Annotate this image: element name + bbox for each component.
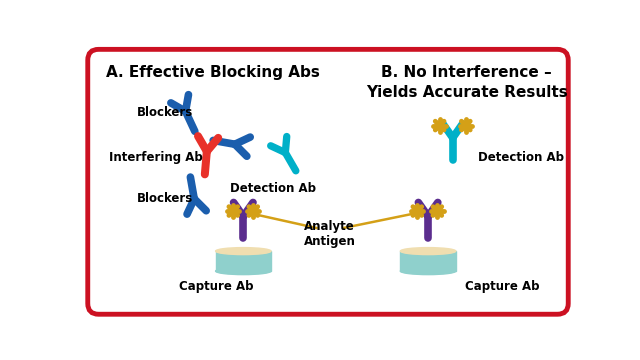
Ellipse shape xyxy=(401,267,456,275)
Text: Detection Ab: Detection Ab xyxy=(230,182,316,195)
Ellipse shape xyxy=(401,248,456,255)
Text: B. No Interference –
Yields Accurate Results: B. No Interference – Yields Accurate Res… xyxy=(365,65,568,100)
Ellipse shape xyxy=(216,267,271,275)
Text: Capture Ab: Capture Ab xyxy=(179,280,253,293)
Polygon shape xyxy=(401,251,456,271)
FancyBboxPatch shape xyxy=(88,49,568,314)
Polygon shape xyxy=(216,251,271,271)
Ellipse shape xyxy=(216,248,271,255)
Text: Blockers: Blockers xyxy=(137,106,193,119)
Text: A. Effective Blocking Abs: A. Effective Blocking Abs xyxy=(106,65,319,80)
Text: Blockers: Blockers xyxy=(137,192,193,205)
Text: Interfering Ab: Interfering Ab xyxy=(109,150,202,164)
Text: Capture Ab: Capture Ab xyxy=(465,280,540,293)
Text: Detection Ab: Detection Ab xyxy=(478,150,564,164)
Text: Analyte
Antigen: Analyte Antigen xyxy=(303,220,355,248)
